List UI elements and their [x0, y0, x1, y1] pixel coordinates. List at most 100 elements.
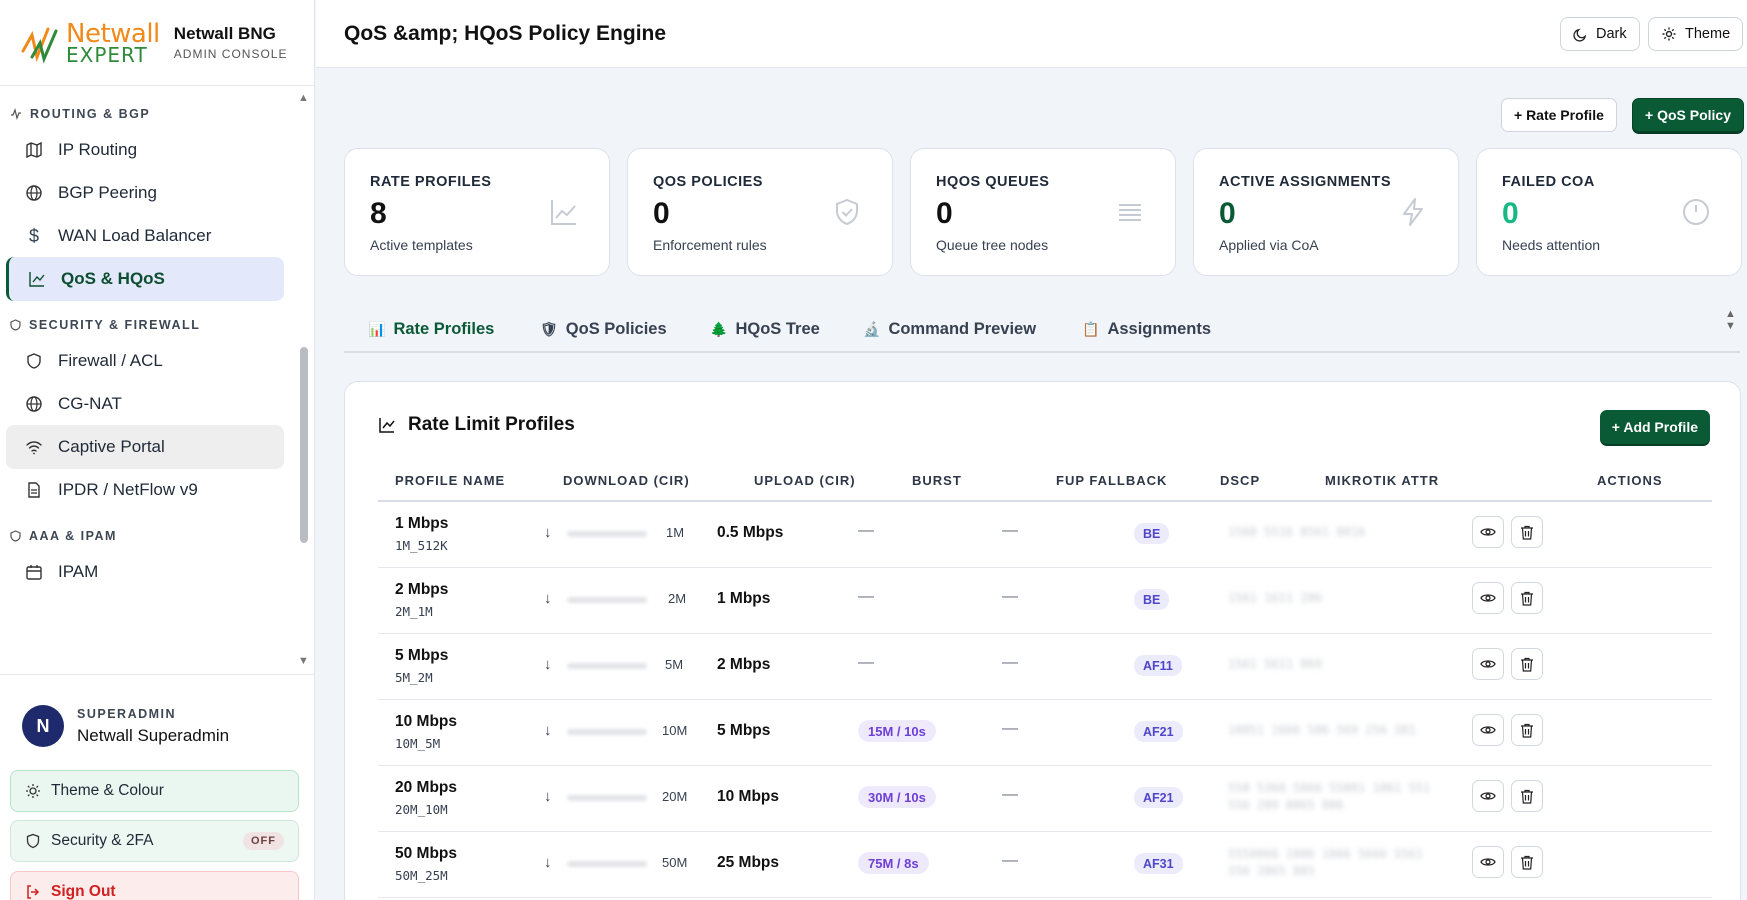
- profile-name: 2 Mbps: [395, 581, 449, 598]
- column-header-dscp[interactable]: DSCP: [1220, 473, 1261, 488]
- scroll-up-icon[interactable]: ▲: [298, 92, 309, 104]
- sidebar-item-ip-routing[interactable]: IP Routing: [6, 128, 284, 172]
- sidebar-scrollbar[interactable]: ▲ ▼: [297, 92, 311, 672]
- tabs-scroll-control[interactable]: ▲ ▼: [1725, 308, 1736, 332]
- stat-card-hqos-queues: HQOS QUEUES 0 Queue tree nodes: [910, 148, 1176, 276]
- burst-badge: 75M / 8s: [858, 852, 929, 874]
- sidebar-nav: ROUTING & BGP IP Routing BGP Peering $ W…: [0, 86, 315, 674]
- scroll-down-icon[interactable]: ▼: [298, 655, 309, 667]
- delete-button[interactable]: [1511, 714, 1543, 746]
- shield-icon: [10, 319, 21, 331]
- column-header-download[interactable]: DOWNLOAD (CIR): [563, 473, 690, 488]
- add-rate-profile-button[interactable]: + Rate Profile: [1501, 98, 1617, 132]
- section-aaa-ipam: AAA & IPAM: [10, 529, 117, 543]
- fup-value: —: [1002, 588, 1018, 605]
- scrollbar-thumb[interactable]: [300, 347, 308, 543]
- brand: Netwall EXPERT Netwall BNG ADMIN CONSOLE: [0, 0, 314, 86]
- sidebar-item-ipdr-netflow[interactable]: IPDR / NetFlow v9: [6, 468, 284, 512]
- download-value: 50M: [662, 855, 688, 870]
- stat-value: 0: [653, 197, 670, 230]
- view-button[interactable]: [1472, 648, 1504, 680]
- sidebar-item-qos-hqos[interactable]: QoS & HQoS: [6, 257, 284, 301]
- delete-button[interactable]: [1511, 846, 1543, 878]
- add-profile-button[interactable]: + Add Profile: [1599, 410, 1710, 444]
- logo-wordmark-top: Netwall: [66, 18, 160, 49]
- sidebar-item-ipam[interactable]: IPAM: [6, 550, 284, 594]
- column-header-mikrotik-attr[interactable]: MIKROTIK ATTR: [1325, 473, 1440, 488]
- trash-icon: [1521, 591, 1533, 606]
- sidebar-item-cg-nat[interactable]: CG-NAT: [6, 382, 284, 426]
- delete-button[interactable]: [1511, 582, 1543, 614]
- upload-value: 25 Mbps: [717, 854, 780, 871]
- stat-sub: Applied via CoA: [1219, 237, 1319, 253]
- stat-sub: Active templates: [370, 237, 473, 253]
- table-row: 2 Mbps 2M_1M ↓ 2M 1 Mbps — — BE 1561 161…: [378, 568, 1712, 634]
- chart-line-icon: [551, 200, 576, 225]
- upload-value: 10 Mbps: [717, 788, 780, 805]
- brand-subtitle: ADMIN CONSOLE: [173, 47, 288, 61]
- dark-mode-button[interactable]: Dark: [1560, 17, 1640, 51]
- download-arrow-icon: ↓: [544, 722, 552, 739]
- stat-label: ACTIVE ASSIGNMENTS: [1219, 174, 1392, 190]
- download-bar: [567, 663, 647, 669]
- sidebar-item-bgp-peering[interactable]: BGP Peering: [6, 171, 284, 215]
- column-header-upload[interactable]: UPLOAD (CIR): [754, 473, 856, 488]
- dscp-badge: BE: [1134, 523, 1170, 544]
- tab-rate-profiles[interactable]: 📊 Rate Profiles: [368, 320, 495, 338]
- shield-icon: 🛡: [540, 321, 558, 337]
- stat-value: 0: [1502, 197, 1519, 230]
- upload-value: 2 Mbps: [717, 656, 771, 673]
- column-header-profile-name[interactable]: PROFILE NAME: [395, 473, 506, 488]
- delete-button[interactable]: [1511, 516, 1543, 548]
- tab-qos-policies[interactable]: 🛡 QoS Policies: [540, 320, 667, 338]
- clipboard-icon: 📋: [1082, 321, 1100, 337]
- stat-value: 0: [1219, 197, 1236, 230]
- theme-colour-button[interactable]: Theme & Colour: [10, 770, 299, 812]
- dscp-badge: AF21: [1134, 721, 1183, 742]
- section-routing-bgp: ROUTING & BGP: [10, 107, 150, 121]
- download-bar: [567, 861, 647, 867]
- eye-icon: [1480, 726, 1496, 734]
- tab-hqos-tree[interactable]: 🌲 HQoS Tree: [710, 320, 820, 338]
- eye-icon: [1480, 660, 1496, 668]
- add-qos-policy-button[interactable]: + QoS Policy: [1632, 98, 1744, 132]
- profile-name: 50 Mbps: [395, 845, 458, 862]
- bar-chart-icon: 📊: [368, 321, 386, 337]
- view-button[interactable]: [1472, 780, 1504, 812]
- download-bar: [567, 729, 647, 735]
- column-header-fup-fallback[interactable]: FUP FALLBACK: [1056, 473, 1168, 488]
- globe-icon: [24, 183, 44, 203]
- sign-out-button[interactable]: Sign Out: [10, 871, 299, 900]
- stat-card-failed-coa: FAILED COA 0 Needs attention: [1476, 148, 1742, 276]
- stat-value: 0: [936, 197, 953, 230]
- download-arrow-icon: ↓: [544, 788, 552, 805]
- column-header-burst[interactable]: BURST: [912, 473, 962, 488]
- dscp-badge: AF11: [1134, 655, 1182, 676]
- tab-bar: 📊 Rate Profiles 🛡 QoS Policies 🌲 HQoS Tr…: [344, 300, 1740, 353]
- sidebar-item-firewall-acl[interactable]: Firewall / ACL: [6, 339, 284, 383]
- logout-icon: [27, 885, 40, 899]
- burst-value: —: [858, 588, 874, 605]
- avatar[interactable]: N: [22, 705, 64, 747]
- map-icon: [24, 140, 44, 160]
- delete-button[interactable]: [1511, 780, 1543, 812]
- view-button[interactable]: [1472, 846, 1504, 878]
- trash-icon: [1521, 723, 1533, 738]
- delete-button[interactable]: [1511, 648, 1543, 680]
- theme-button[interactable]: Theme: [1648, 17, 1744, 51]
- view-button[interactable]: [1472, 516, 1504, 548]
- stat-sub: Needs attention: [1502, 237, 1601, 253]
- download-arrow-icon: ↓: [544, 524, 552, 541]
- view-button[interactable]: [1472, 582, 1504, 614]
- tab-assignments[interactable]: 📋 Assignments: [1082, 320, 1212, 338]
- sidebar-item-wan-load-balancer[interactable]: $ WAN Load Balancer: [6, 214, 284, 258]
- security-2fa-button[interactable]: Security & 2FA OFF: [10, 820, 299, 862]
- mikrotik-attr: 5558866 1886 1866 5666 5561 556 2865 885: [1228, 847, 1424, 878]
- profile-code: 20M_10M: [395, 802, 448, 817]
- download-value: 2M: [668, 591, 687, 606]
- alert-circle-icon: [1683, 199, 1709, 225]
- mikrotik-attr: 1568 5516 8561 8816: [1228, 525, 1366, 539]
- tab-command-preview[interactable]: 🔬 Command Preview: [863, 320, 1037, 338]
- sidebar-item-captive-portal[interactable]: Captive Portal: [6, 425, 284, 469]
- view-button[interactable]: [1472, 714, 1504, 746]
